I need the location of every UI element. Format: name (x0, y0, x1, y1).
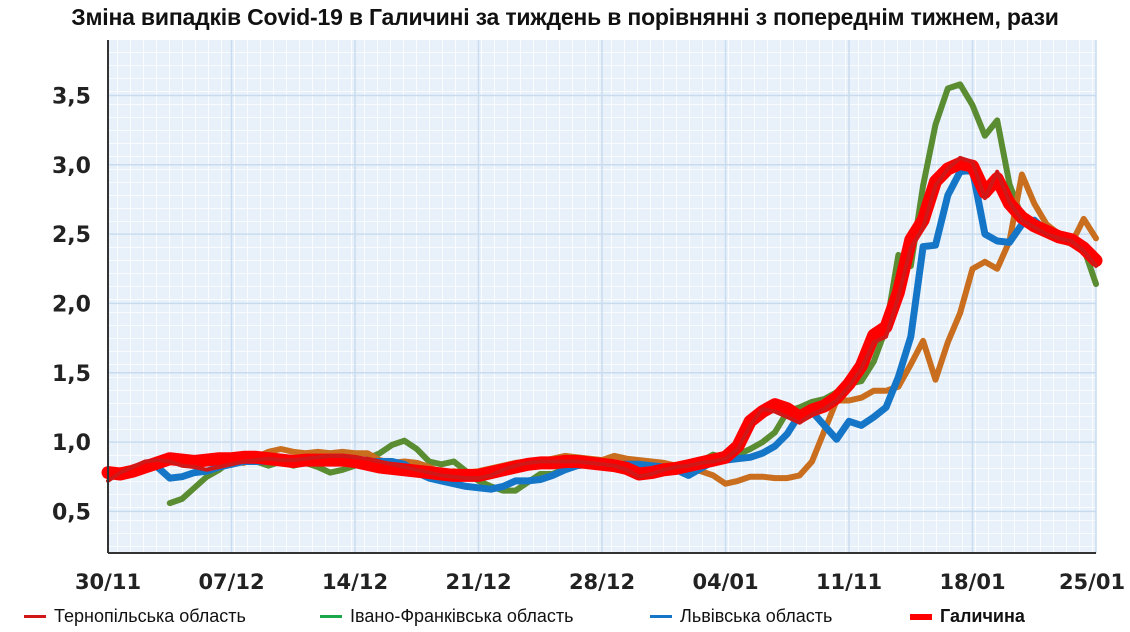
x-tick-label-1: 07/12 (198, 570, 264, 594)
legend-label-ivano-frankivsk: Івано-Франківська область (350, 606, 574, 626)
x-tick-label-7: 18/01 (939, 570, 1005, 594)
legend-item-halychyna: Галичина (910, 606, 1025, 627)
x-tick-label-6: 11/11 (816, 570, 882, 594)
legend-swatch-lviv (650, 615, 672, 618)
x-tick-label-5: 04/01 (692, 570, 758, 594)
x-tick-label-3: 21/12 (445, 570, 511, 594)
legend-item-ternopil: Тернопільська область (24, 606, 246, 627)
legend-swatch-ivano-frankivsk (320, 615, 342, 618)
x-tick-label-0: 30/11 (75, 570, 141, 594)
chart-title: Зміна випадків Covid-19 в Галичині за ти… (71, 4, 1059, 30)
legend: Тернопільська область Івано-Франківська … (0, 602, 1130, 630)
y-tick-label-4: 2,5 (52, 223, 91, 248)
series-line-4 (216, 171, 1099, 487)
x-tick-label-2: 14/12 (322, 570, 388, 594)
x-axis: 30/11 07/12 14/12 21/12 28/12 04/01 11/11 18/01… (75, 40, 1125, 594)
y-tick-label-1: 1,0 (52, 431, 91, 456)
legend-label-lviv: Львівська область (680, 606, 833, 626)
legend-item-lviv: Львівська область (650, 606, 832, 627)
legend-label-halychyna: Галичина (940, 606, 1025, 626)
series-layer (101, 81, 1103, 507)
y-tick-label-5: 3,0 (52, 154, 91, 179)
legend-label-ternopil: Тернопільська область (54, 606, 246, 626)
y-tick-label-0: 0,5 (52, 500, 91, 525)
legend-swatch-halychyna (910, 613, 932, 620)
y-tick-label-6: 3,5 (52, 84, 91, 109)
legend-swatch-ternopil (24, 615, 46, 618)
legend-item-ivano-frankivsk: Івано-Франківська область (320, 606, 574, 627)
x-tick-label-8: 25/01 (1059, 570, 1125, 594)
y-tick-label-2: 1,5 (52, 362, 91, 387)
y-axis: 0,5 1,0 1,5 2,0 2,5 3,0 3,5 (52, 84, 91, 525)
x-tick-label-4: 28/12 (569, 570, 635, 594)
series-line-1 (106, 155, 1098, 483)
y-tick-label-3: 2,0 (52, 292, 91, 317)
